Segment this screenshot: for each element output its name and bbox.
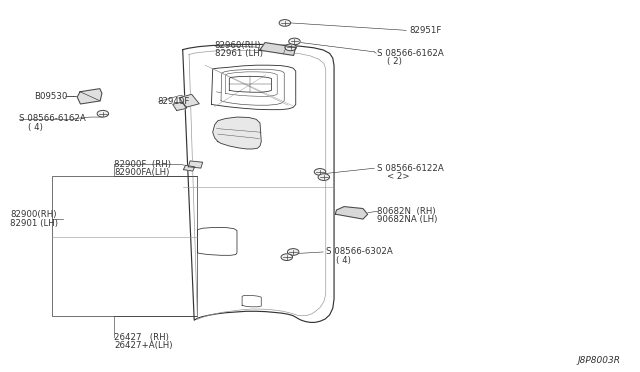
Text: 82900FA(LH): 82900FA(LH) xyxy=(115,168,170,177)
Circle shape xyxy=(289,38,300,45)
Polygon shape xyxy=(77,89,102,104)
Circle shape xyxy=(287,248,299,255)
Text: 26427+A(LH): 26427+A(LH) xyxy=(115,341,173,350)
Text: S 08566-6162A: S 08566-6162A xyxy=(378,49,444,58)
Text: 82900F  (RH): 82900F (RH) xyxy=(115,160,172,169)
Text: ( 4): ( 4) xyxy=(28,123,42,132)
Circle shape xyxy=(318,174,330,180)
Circle shape xyxy=(279,20,291,26)
Text: 80682N  (RH): 80682N (RH) xyxy=(378,207,436,216)
Polygon shape xyxy=(212,117,261,149)
Text: 26427   (RH): 26427 (RH) xyxy=(115,333,169,342)
Text: 82961 (LH): 82961 (LH) xyxy=(214,49,262,58)
Polygon shape xyxy=(260,42,296,55)
Text: 90682NA (LH): 90682NA (LH) xyxy=(378,215,438,224)
Text: B09530: B09530 xyxy=(34,92,67,101)
Polygon shape xyxy=(173,102,186,110)
Text: S 08566-6122A: S 08566-6122A xyxy=(378,164,444,173)
Polygon shape xyxy=(179,94,199,107)
Polygon shape xyxy=(335,206,367,219)
Text: J8P8003R: J8P8003R xyxy=(577,356,620,365)
Text: 82951F: 82951F xyxy=(410,26,442,35)
Text: 82901 (LH): 82901 (LH) xyxy=(10,219,58,228)
Text: S 08566-6162A: S 08566-6162A xyxy=(19,114,85,123)
Text: 82940F: 82940F xyxy=(157,97,189,106)
Text: ( 4): ( 4) xyxy=(336,256,351,265)
Polygon shape xyxy=(184,165,195,171)
Circle shape xyxy=(97,110,109,117)
Text: S 08566-6302A: S 08566-6302A xyxy=(326,247,393,256)
Circle shape xyxy=(314,169,326,175)
Circle shape xyxy=(281,254,292,260)
Bar xyxy=(52,176,197,317)
Text: ( 2): ( 2) xyxy=(387,57,402,66)
Circle shape xyxy=(285,44,296,51)
Text: 82960(RH): 82960(RH) xyxy=(214,41,261,51)
Polygon shape xyxy=(188,161,203,168)
Text: < 2>: < 2> xyxy=(387,172,410,181)
Text: 82900(RH): 82900(RH) xyxy=(10,211,57,219)
